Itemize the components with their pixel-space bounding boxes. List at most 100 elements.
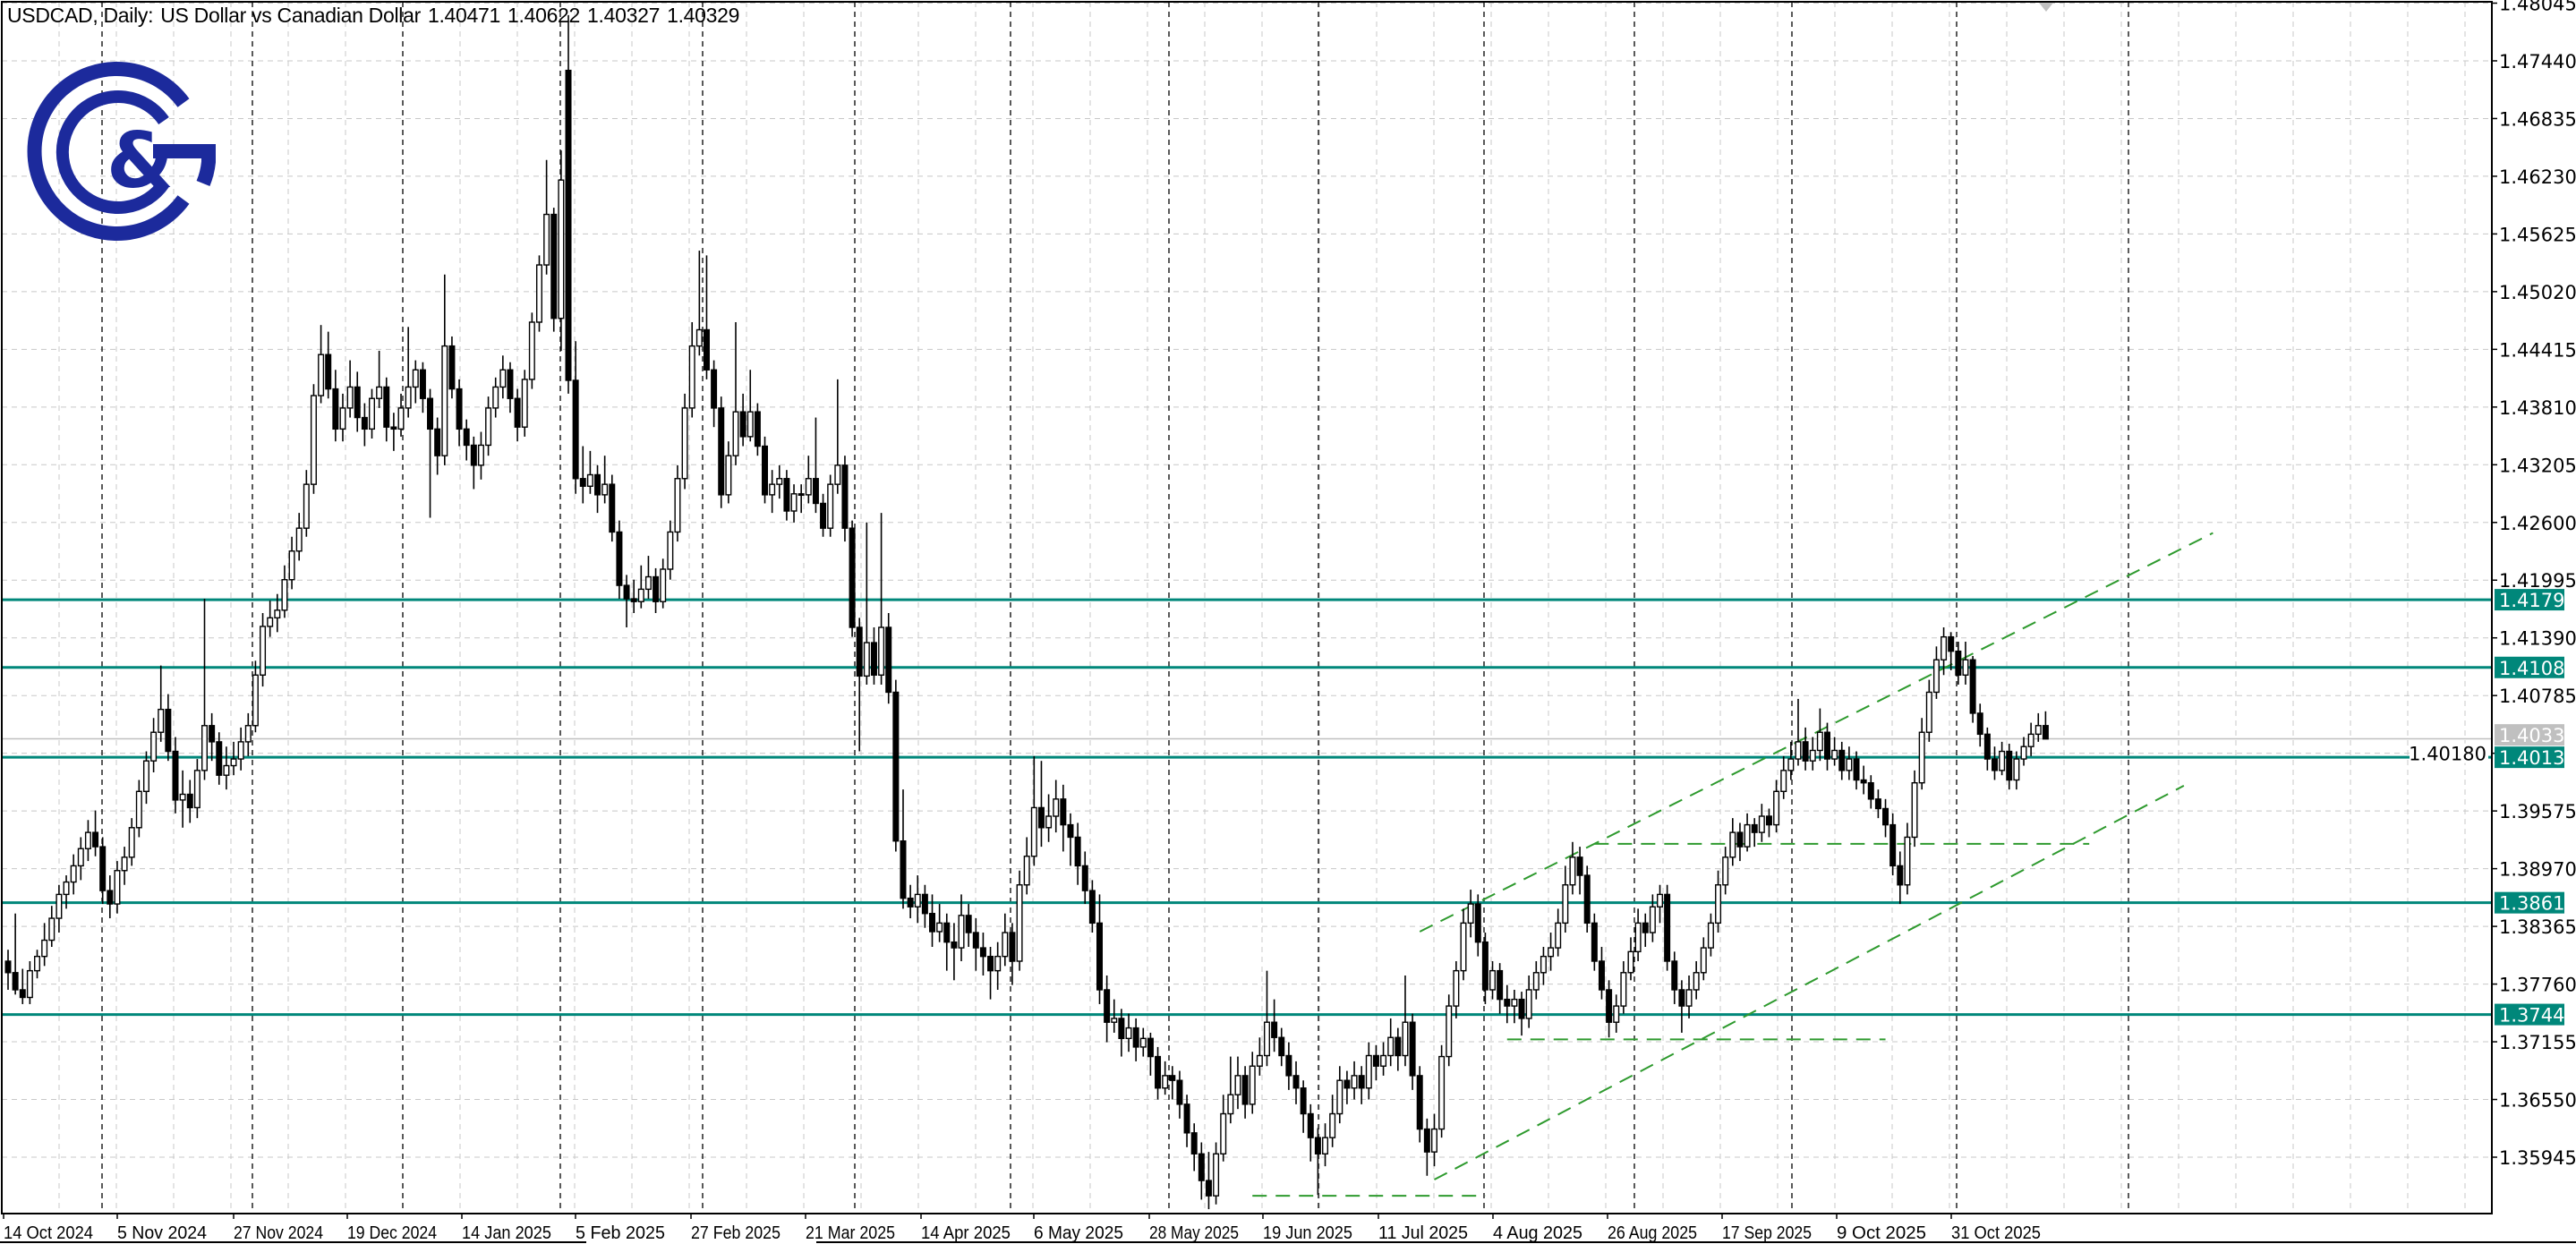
candle-bullish [878, 513, 885, 685]
candle-body [914, 893, 921, 907]
candle-bearish [1358, 1066, 1365, 1104]
candle-bearish [572, 341, 579, 494]
candle-body [1234, 1075, 1241, 1095]
candle-bullish [34, 950, 41, 979]
candle-body [1795, 741, 1802, 760]
candle-bullish [1693, 960, 1700, 1000]
ohlc-high: 1.40622 [508, 4, 581, 27]
candle-bullish [2013, 751, 2020, 790]
candle-body [762, 445, 769, 496]
candle-body [463, 428, 470, 447]
candle-bullish [1787, 741, 1795, 780]
candle-body [688, 345, 695, 409]
candle-body [987, 955, 994, 972]
candle-body [1314, 1137, 1321, 1155]
candle-bearish [1241, 1066, 1249, 1119]
candle-body [1860, 779, 1867, 784]
candle-body [150, 731, 158, 762]
candle-body [805, 478, 812, 496]
price-tick-label: 1.42600 [2499, 513, 2576, 534]
candle-bullish [660, 558, 667, 609]
candle-body [1583, 874, 1591, 924]
candle-bearish [448, 336, 456, 399]
date-tick-label: 6 May 2025 [1034, 1223, 1123, 1243]
candle-body [695, 328, 703, 347]
candle-bearish [907, 884, 914, 919]
candle-body [34, 955, 41, 972]
candle-bearish [856, 618, 863, 752]
candle-body [951, 941, 958, 949]
chart-shift-marker[interactable] [2039, 3, 2053, 12]
candle-body [1569, 856, 1576, 886]
candle-bearish [19, 968, 26, 1004]
candle-body [1591, 922, 1598, 962]
candle-bullish [376, 350, 383, 408]
time-axis[interactable]: 14 Oct 2024 5 Nov 2024 27 Nov 2024 19 Dec 2… [3, 1214, 2041, 1243]
level-price-label: 1.37441 [2499, 1005, 2576, 1027]
candle-bullish [695, 251, 703, 356]
candle-body [1911, 782, 1918, 839]
candle-body [979, 947, 986, 958]
date-tick-label: 26 Aug 2025 [1608, 1223, 1697, 1243]
candle-bullish [77, 837, 84, 881]
candle-bearish [1409, 1013, 1416, 1090]
date-tick-label: 28 May 2025 [1149, 1223, 1239, 1243]
candle-bearish [579, 446, 586, 504]
candle-bearish [1118, 1009, 1125, 1057]
candle-bearish [1991, 746, 1998, 780]
candle-bullish [121, 847, 128, 885]
candle-bearish [1300, 1080, 1307, 1133]
candle-bullish [535, 255, 542, 332]
candle-bullish [1002, 913, 1009, 967]
candle-body [1991, 758, 1998, 771]
brand-logo: & [27, 62, 216, 241]
candle-body [390, 426, 397, 430]
price-tick-label: 1.45020 [2499, 282, 2576, 303]
month-separators [101, 2, 2129, 1214]
candle-body [1955, 650, 1962, 676]
candle-body [303, 483, 310, 529]
candle-body [1263, 1021, 1270, 1057]
candle-bearish [1074, 822, 1081, 885]
candle-bullish [528, 312, 535, 389]
candle-bullish [48, 906, 55, 948]
candle-bullish [1446, 994, 1453, 1067]
candle-body [1634, 922, 1642, 953]
candle-body [288, 550, 295, 581]
candle-bearish [1088, 880, 1096, 933]
candle-bullish [84, 820, 91, 862]
candle-bullish [1773, 780, 1780, 833]
candle-bullish [1809, 737, 1816, 771]
candle-body [1446, 1005, 1453, 1058]
candle-bullish [1511, 989, 1518, 1024]
date-tick-label: 9 Oct 2025 [1837, 1223, 1926, 1243]
candle-bullish [477, 431, 484, 480]
candle-body [41, 939, 48, 958]
price-tick-label: 1.47440 [2499, 51, 2576, 72]
candle-bearish [739, 393, 746, 447]
candle-body [441, 345, 448, 456]
price-axis[interactable]: 1.48045 1.47440 1.46835 1.46230 1.45625 1.450… [2409, 0, 2576, 1169]
candle-body [579, 478, 586, 487]
candle-bullish [1030, 755, 1037, 866]
candle-bullish [1380, 1042, 1387, 1076]
candle-bearish [4, 950, 12, 990]
candle-body [1285, 1054, 1292, 1077]
candle-body [543, 213, 550, 266]
candle-body [660, 568, 667, 602]
candle-body [1846, 758, 1853, 771]
candle-body [216, 741, 223, 776]
candle-bullish [41, 923, 48, 967]
candle-body [1155, 1055, 1162, 1089]
candles [4, 14, 2049, 1210]
candle-bearish [616, 520, 623, 600]
candle-bullish [732, 321, 739, 465]
candle-body [1409, 1021, 1416, 1077]
candle-bullish [1999, 741, 2006, 776]
candle-body [769, 483, 776, 496]
candle-bullish [1744, 813, 1751, 852]
candle-body [1351, 1075, 1358, 1089]
price-tick-label: 1.46230 [2499, 166, 2576, 188]
candle-body [1773, 790, 1780, 826]
